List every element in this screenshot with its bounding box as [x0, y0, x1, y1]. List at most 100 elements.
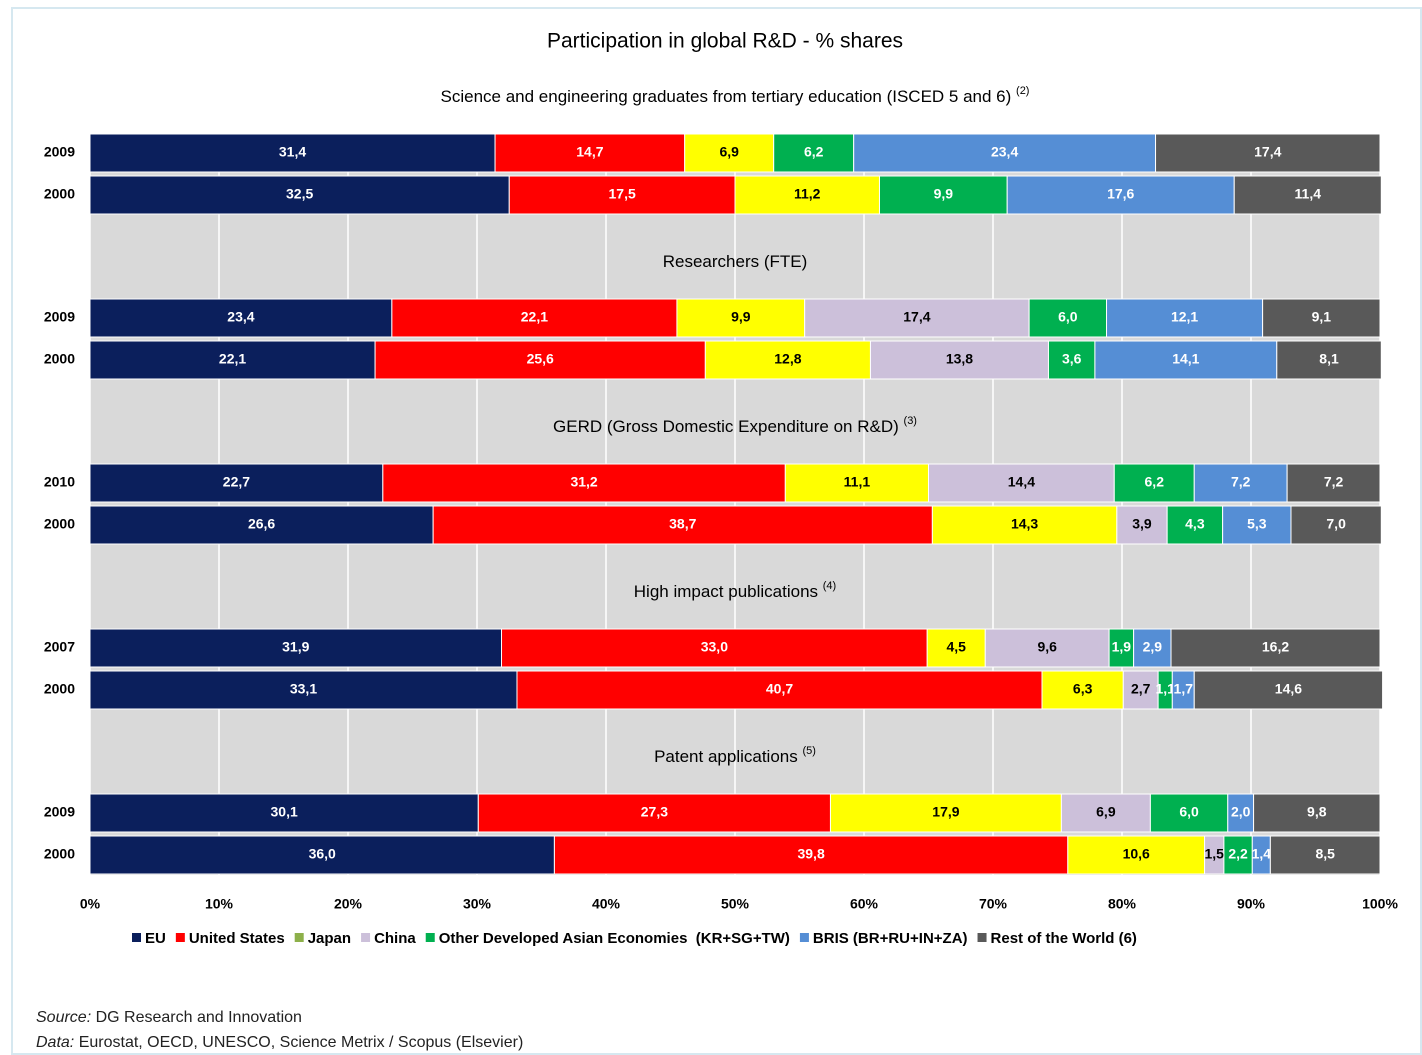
bar-segment — [704, 340, 871, 380]
y-tick-label: 2000 — [44, 351, 75, 367]
panel-title: Science and engineering graduates from t… — [441, 85, 1030, 107]
bar-segment — [1047, 340, 1096, 380]
bar-segment — [1286, 463, 1381, 503]
value-label: 16,2 — [1262, 639, 1289, 655]
value-label: 26,6 — [248, 516, 275, 532]
bar-segment — [1094, 340, 1278, 380]
bar-segment — [432, 505, 933, 545]
bar-segment — [928, 463, 1115, 503]
value-label: 33,0 — [701, 639, 728, 655]
bar-segment — [734, 175, 880, 215]
panel-title-text: GERD (Gross Domestic Expenditure on R&D) — [553, 417, 899, 436]
value-label: 22,7 — [223, 474, 250, 490]
panel-note: (4) — [823, 580, 836, 592]
y-tick-label: 2000 — [44, 846, 75, 862]
bar-segment — [676, 298, 806, 338]
bar-segment — [1170, 628, 1381, 668]
x-tick-label: 80% — [1108, 896, 1137, 912]
frame — [11, 7, 1422, 1055]
bar-segment — [1233, 175, 1382, 215]
value-label: 3,6 — [1062, 351, 1082, 367]
source-note-text: Eurostat, OECD, UNESCO, Science Metrix /… — [79, 1034, 524, 1051]
x-tick-label: 10% — [205, 896, 234, 912]
source-note-text: DG Research and Innovation — [96, 1009, 302, 1026]
y-tick-label: 2009 — [44, 804, 75, 820]
bar-segment — [869, 340, 1049, 380]
bar-segment — [89, 835, 555, 875]
value-label: 31,9 — [282, 639, 309, 655]
y-tick-label: 2000 — [44, 516, 75, 532]
value-label: 9,8 — [1307, 804, 1327, 820]
bar-segment — [1133, 628, 1172, 668]
bar-segment — [1290, 505, 1382, 545]
value-label: 17,4 — [903, 309, 930, 325]
value-label: 12,1 — [1171, 309, 1198, 325]
legend-label: Japan — [308, 930, 351, 947]
bar-segment — [1149, 793, 1229, 833]
value-label: 3,9 — [1132, 516, 1152, 532]
value-label: 8,5 — [1315, 846, 1335, 862]
source-note-label: Source: — [36, 1009, 91, 1026]
value-label: 7,0 — [1326, 516, 1346, 532]
value-label: 30,1 — [271, 804, 298, 820]
value-label: 40,7 — [766, 681, 793, 697]
value-label: 33,1 — [290, 681, 317, 697]
y-tick-label: 2009 — [44, 144, 75, 160]
x-tick-label: 100% — [1362, 896, 1398, 912]
x-tick-label: 40% — [592, 896, 621, 912]
bar-segment — [1028, 298, 1108, 338]
value-label: 1,9 — [1112, 639, 1132, 655]
value-label: 17,6 — [1107, 186, 1134, 202]
value-label: 4,3 — [1185, 516, 1205, 532]
bar-segment — [374, 340, 706, 380]
bar-segment — [1041, 670, 1124, 710]
bar-segment — [1155, 133, 1381, 173]
source-note-label: Data: — [36, 1034, 74, 1051]
panel-title: Patent applications (5) — [654, 745, 816, 767]
bar-segment — [1113, 463, 1195, 503]
bar-segment — [89, 628, 503, 668]
value-label: 2,7 — [1131, 681, 1151, 697]
bar-segment — [853, 133, 1157, 173]
value-label: 7,2 — [1231, 474, 1251, 490]
x-tick-label: 30% — [463, 896, 492, 912]
legend-label: Other Developed Asian Economies (KR+SG+T… — [439, 930, 790, 947]
value-label: 6,2 — [804, 144, 824, 160]
bar-segment — [1262, 298, 1381, 338]
bar-segment — [1166, 505, 1224, 545]
bar-segment — [516, 670, 1043, 710]
value-label: 39,8 — [797, 846, 824, 862]
source-note: Source: DG Research and Innovation — [36, 1009, 302, 1026]
y-tick-label: 2010 — [44, 474, 75, 490]
legend-swatch — [132, 933, 141, 942]
value-label: 23,4 — [991, 144, 1018, 160]
value-label: 11,1 — [844, 474, 871, 490]
bar-segment — [931, 505, 1118, 545]
y-tick-label: 2000 — [44, 681, 75, 697]
value-label: 1,5 — [1205, 846, 1225, 862]
value-label: 31,4 — [279, 144, 306, 160]
bar-segment — [89, 133, 496, 173]
y-tick-label: 2009 — [44, 309, 75, 325]
value-label: 22,1 — [521, 309, 548, 325]
value-label: 6,9 — [719, 144, 739, 160]
value-label: 23,4 — [227, 309, 254, 325]
bar-segment — [89, 505, 434, 545]
value-label: 22,1 — [219, 351, 246, 367]
bar-segment — [784, 463, 929, 503]
value-label: 12,8 — [774, 351, 801, 367]
bar-segment — [1106, 298, 1264, 338]
value-label: 6,9 — [1096, 804, 1116, 820]
legend-label: United States — [189, 930, 285, 947]
bar-segment — [1223, 835, 1253, 875]
value-label: 6,3 — [1073, 681, 1093, 697]
chart-title: Participation in global R&D - % shares — [547, 30, 903, 53]
bar-segment — [926, 628, 986, 668]
y-tick-label: 2007 — [44, 639, 75, 655]
panel-note: (3) — [904, 415, 917, 427]
legend-swatch — [799, 933, 809, 942]
value-label: 2,2 — [1228, 846, 1248, 862]
value-label: 32,5 — [286, 186, 313, 202]
value-label: 14,7 — [576, 144, 603, 160]
